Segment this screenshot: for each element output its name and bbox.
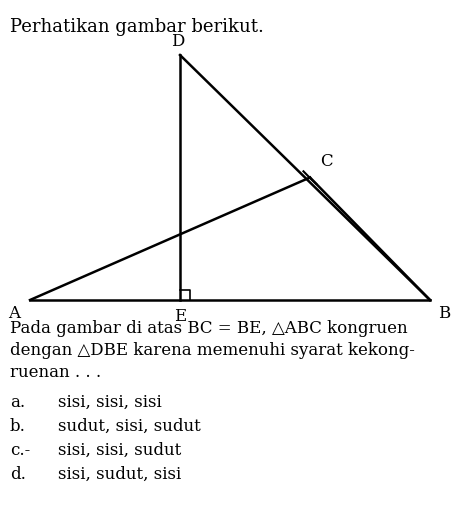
Text: A: A <box>8 305 20 322</box>
Text: Perhatikan gambar berikut.: Perhatikan gambar berikut. <box>10 18 264 36</box>
Text: a.: a. <box>10 394 25 411</box>
Text: d.: d. <box>10 466 26 483</box>
Text: C: C <box>320 153 332 170</box>
Text: D: D <box>171 33 185 50</box>
Text: Pada gambar di atas BC = BE, △ABC kongruen: Pada gambar di atas BC = BE, △ABC kongru… <box>10 320 408 337</box>
Text: sisi, sisi, sudut: sisi, sisi, sudut <box>58 442 181 459</box>
Text: E: E <box>174 308 186 325</box>
Text: b.: b. <box>10 418 26 435</box>
Text: ruenan . . .: ruenan . . . <box>10 364 101 381</box>
Text: B: B <box>438 305 450 322</box>
Text: sisi, sisi, sisi: sisi, sisi, sisi <box>58 394 162 411</box>
Text: sudut, sisi, sudut: sudut, sisi, sudut <box>58 418 201 435</box>
Text: c.-: c.- <box>10 442 30 459</box>
Text: dengan △DBE karena memenuhi syarat kekong-: dengan △DBE karena memenuhi syarat kekon… <box>10 342 415 359</box>
Text: sisi, sudut, sisi: sisi, sudut, sisi <box>58 466 181 483</box>
